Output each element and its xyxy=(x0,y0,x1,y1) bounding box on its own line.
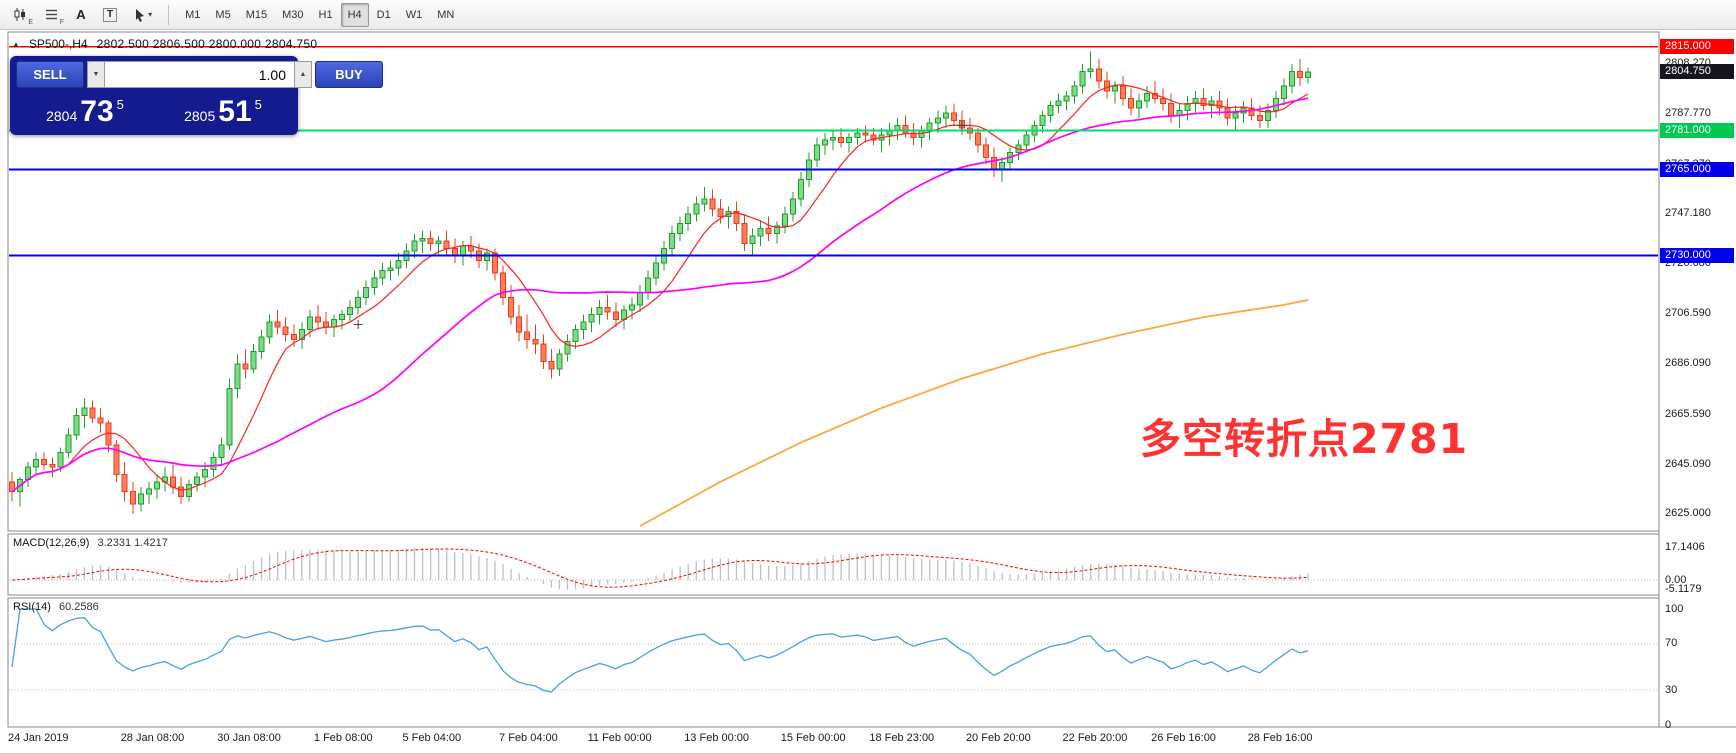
volume-input[interactable] xyxy=(105,61,294,88)
timeframe-button-d1[interactable]: D1 xyxy=(370,3,398,27)
buy-button[interactable]: BUY xyxy=(315,61,383,88)
timeframe-button-h1[interactable]: H1 xyxy=(312,3,340,27)
timeframe-button-m5[interactable]: M5 xyxy=(208,3,237,27)
chart-symbol-line: ▲ SP500-,H4 2802.500 2806.500 2800.000 2… xyxy=(12,37,317,51)
indicator-list-icon[interactable]: F xyxy=(37,3,66,27)
timeframe-button-m1[interactable]: M1 xyxy=(178,3,207,27)
chart-annotation-text: 多空转折点2781 xyxy=(1140,415,1469,463)
timeframe-button-w1[interactable]: W1 xyxy=(399,3,430,27)
one-click-trading-panel: SELL ▼ ▲ BUY 2804 73 5 2805 51 5 xyxy=(10,56,383,135)
timeframe-bar: M1 M5 M15 M30 H1 H4 D1 W1 MN xyxy=(178,2,461,27)
timeframe-button-m30[interactable]: M30 xyxy=(275,3,310,27)
timeframe-button-h4[interactable]: H4 xyxy=(340,2,369,27)
volume-decrease-button[interactable]: ▼ xyxy=(87,61,105,88)
text-label-icon[interactable]: A xyxy=(68,3,94,27)
candlestick-chart-icon[interactable]: E xyxy=(6,3,35,27)
sell-button[interactable]: SELL xyxy=(16,61,84,88)
toolbar: E F A T ▾ M1 M5 M15 M30 H1 H4 D1 W1 MN xyxy=(0,0,1736,30)
rsi-label: RSI(14) 60.2586 xyxy=(13,601,99,613)
ohlc-values: 2802.500 2806.500 2800.000 2804.750 xyxy=(96,37,318,51)
trade-panel-toggle-icon[interactable]: ▲ xyxy=(12,39,20,49)
toolbar-separator xyxy=(168,4,170,25)
timeframe-button-m15[interactable]: M15 xyxy=(239,3,274,27)
chevron-down-icon: ▾ xyxy=(148,10,153,19)
volume-increase-button[interactable]: ▲ xyxy=(294,61,312,88)
icon-sub-label: E xyxy=(28,18,33,26)
cursor-tool-icon[interactable]: ▾ xyxy=(126,3,159,27)
symbol-name: SP500-,H4 xyxy=(28,37,88,51)
text-box-icon[interactable]: T xyxy=(96,3,124,27)
volume-control: ▼ ▲ xyxy=(87,61,312,88)
icon-sub-label: F xyxy=(59,18,64,26)
sell-price: 2804 73 5 xyxy=(46,95,124,128)
macd-label: MACD(12,26,9) 3.2331 1.4217 xyxy=(13,537,168,549)
timeframe-button-mn[interactable]: MN xyxy=(430,3,461,27)
buy-price: 2805 51 5 xyxy=(184,95,262,128)
